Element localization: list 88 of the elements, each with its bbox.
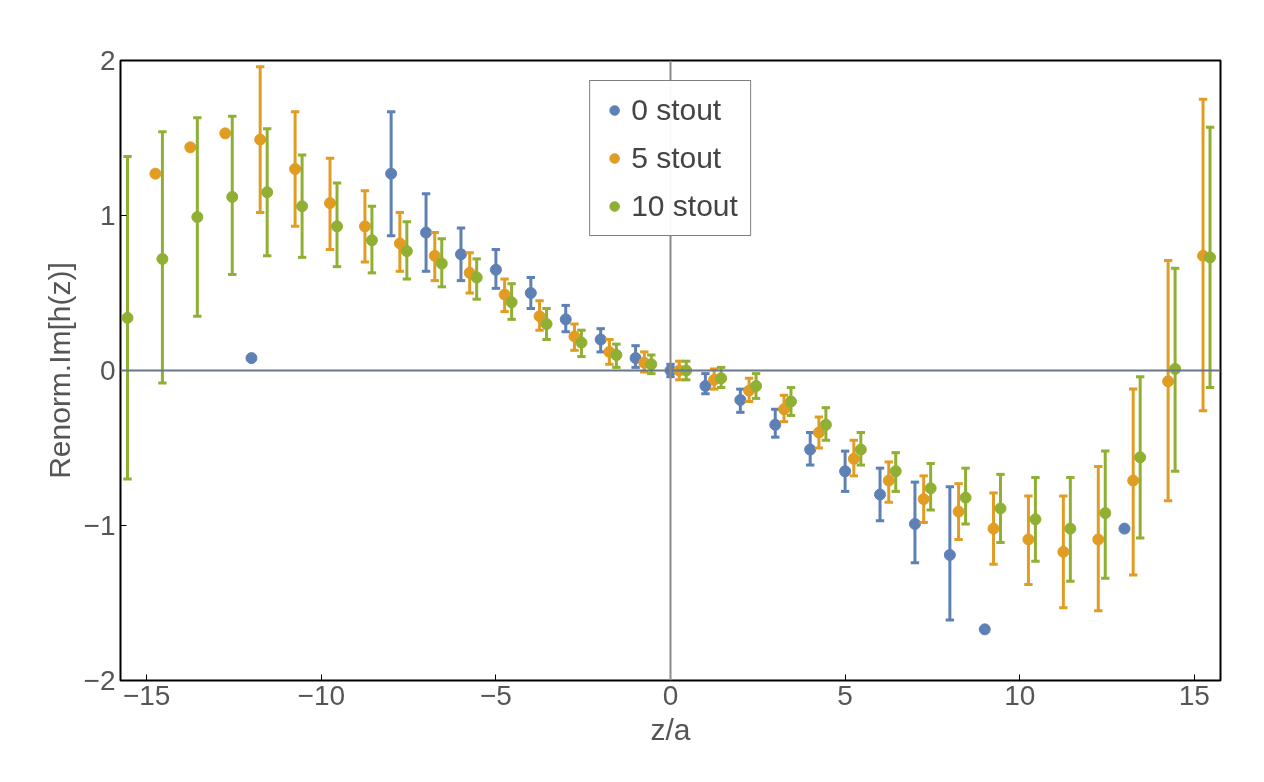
y-tick-label: −1	[83, 510, 116, 541]
y-tick-label: −2	[83, 665, 116, 696]
point	[226, 190, 239, 203]
point	[245, 352, 258, 365]
point	[358, 220, 371, 233]
point	[874, 488, 887, 501]
point	[784, 395, 797, 408]
point	[149, 167, 162, 180]
point	[699, 380, 712, 392]
point	[1029, 513, 1042, 526]
point	[924, 482, 937, 495]
y-axis-title: Renorm.Im[h(z)]	[42, 262, 76, 479]
point	[559, 313, 572, 326]
point	[289, 163, 302, 175]
point	[121, 311, 134, 324]
point	[1162, 375, 1175, 388]
point	[1057, 545, 1070, 558]
point	[819, 418, 832, 431]
point	[191, 211, 204, 224]
point	[847, 452, 860, 465]
point	[882, 474, 895, 487]
x-tick-label: −10	[297, 679, 346, 711]
point	[1022, 533, 1035, 546]
point	[777, 403, 790, 416]
point	[254, 133, 267, 146]
point	[917, 493, 930, 506]
point	[261, 186, 274, 199]
point	[219, 127, 232, 140]
x-tick-label: 0	[662, 679, 679, 711]
point	[435, 257, 448, 270]
point	[428, 249, 441, 262]
legend-label: 5 stout	[631, 141, 722, 175]
point	[489, 263, 502, 276]
point	[533, 310, 546, 323]
point	[804, 443, 817, 456]
point	[540, 318, 553, 330]
point	[385, 167, 398, 180]
point	[1204, 251, 1217, 264]
point	[889, 465, 902, 478]
point	[994, 502, 1007, 515]
point	[629, 352, 642, 365]
point	[454, 248, 467, 261]
point	[1092, 533, 1105, 546]
point	[505, 296, 518, 309]
x-tick-label: 15	[1178, 679, 1210, 711]
point	[1099, 507, 1112, 520]
point	[854, 443, 867, 456]
point	[331, 220, 344, 233]
point	[769, 418, 782, 431]
x-axis-title: z/a	[650, 712, 691, 746]
point	[575, 336, 588, 349]
point	[184, 141, 197, 154]
x-tick-label: 10	[1004, 679, 1036, 711]
point	[324, 197, 337, 210]
point	[296, 200, 309, 213]
point	[812, 426, 825, 439]
legend-label: 10 stout	[631, 189, 738, 223]
y-tick-label: 0	[99, 355, 116, 386]
point	[943, 548, 956, 561]
point	[715, 372, 728, 385]
point	[978, 623, 991, 636]
point	[1127, 474, 1140, 487]
point	[959, 491, 972, 504]
point	[987, 522, 1000, 535]
point	[839, 465, 852, 478]
point	[610, 349, 623, 361]
x-tick-label: 5	[837, 679, 853, 711]
point	[420, 226, 433, 239]
point	[1118, 522, 1131, 535]
legend-label: 0 stout	[631, 93, 722, 127]
point	[1134, 451, 1147, 464]
point	[365, 234, 378, 247]
point	[470, 271, 483, 284]
point	[734, 393, 747, 406]
y-tick-label: 1	[99, 200, 116, 231]
point	[750, 380, 763, 392]
point	[393, 237, 406, 250]
x-tick-label: −5	[479, 679, 512, 711]
point	[498, 288, 511, 301]
point	[524, 287, 537, 299]
point	[400, 245, 413, 258]
point	[594, 333, 607, 346]
point	[156, 252, 169, 265]
point	[908, 517, 921, 530]
point	[952, 505, 965, 518]
x-tick-label: −15	[122, 679, 171, 711]
point	[1064, 522, 1077, 535]
y-tick-label: 2	[99, 45, 116, 76]
